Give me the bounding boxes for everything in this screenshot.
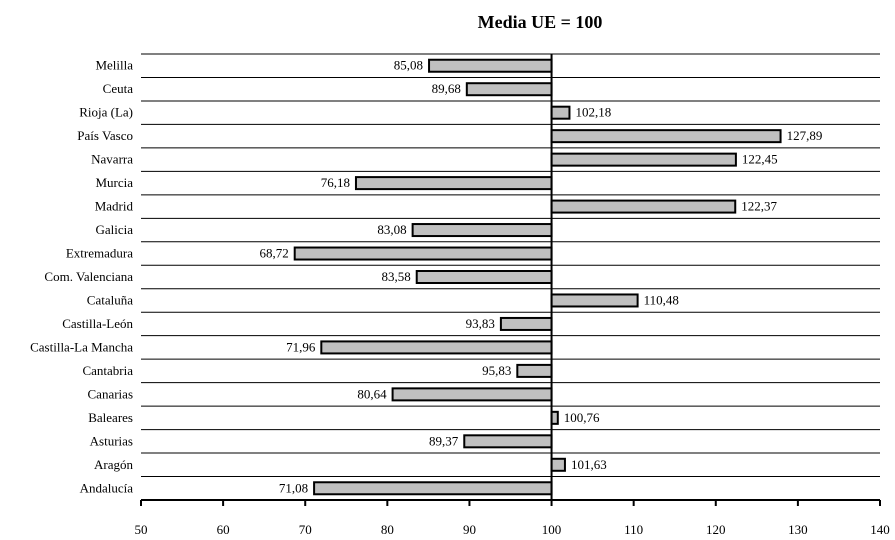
- category-label: Madrid: [95, 199, 134, 214]
- value-label: 122,37: [741, 199, 777, 214]
- x-tick-label: 120: [706, 522, 726, 537]
- x-tick-label: 80: [381, 522, 394, 537]
- bar: [550, 199, 737, 214]
- x-tick-label: 50: [135, 522, 148, 537]
- value-label: 80,64: [357, 386, 387, 401]
- value-label: 68,72: [259, 246, 288, 261]
- bar: [293, 246, 553, 261]
- value-label: 100,76: [564, 410, 600, 425]
- category-label: País Vasco: [77, 128, 133, 143]
- x-tick-label: 110: [624, 522, 643, 537]
- bar: [391, 387, 553, 402]
- category-label: Aragón: [94, 457, 133, 472]
- category-label: Navarra: [91, 152, 133, 167]
- labels: Melilla 85,08 Ceuta 89,68 Rioja (La) 102,18 Pa…: [30, 58, 890, 537]
- bar: [550, 152, 737, 167]
- bar: [463, 434, 553, 449]
- category-label: Galicia: [95, 222, 133, 237]
- category-label: Rioja (La): [79, 105, 133, 120]
- category-label: Canarias: [88, 386, 133, 401]
- value-label: 102,18: [575, 105, 611, 120]
- bar: [320, 340, 553, 355]
- category-label: Extremadura: [66, 246, 133, 261]
- axes: [140, 54, 881, 506]
- category-label: Asturias: [90, 433, 133, 448]
- value-label: 122,45: [742, 152, 778, 167]
- category-label: Cataluña: [87, 292, 133, 307]
- category-label: Castilla-La Mancha: [30, 339, 133, 354]
- bar: [415, 270, 553, 284]
- x-tick-label: 60: [217, 522, 230, 537]
- value-label: 110,48: [644, 292, 679, 307]
- bar: [354, 176, 553, 191]
- x-tick-label: 100: [542, 522, 562, 537]
- value-label: 89,37: [429, 433, 459, 448]
- category-label: Andalucía: [80, 480, 134, 495]
- category-label: Cantabria: [82, 363, 133, 378]
- value-label: 71,08: [279, 480, 308, 495]
- bar: [411, 223, 553, 238]
- category-label: Murcia: [95, 175, 133, 190]
- value-label: 76,18: [321, 175, 350, 190]
- bar: [465, 82, 553, 97]
- value-label: 93,83: [466, 316, 495, 331]
- bar: [516, 363, 553, 378]
- category-label: Ceuta: [103, 81, 134, 96]
- grid-lines: [141, 53, 880, 501]
- x-tick-label: 130: [788, 522, 808, 537]
- category-label: Baleares: [88, 410, 133, 425]
- value-label: 95,83: [482, 363, 511, 378]
- bar: [428, 58, 553, 73]
- value-label: 71,96: [286, 339, 316, 354]
- x-tick-label: 140: [870, 522, 890, 537]
- bar: [550, 105, 571, 120]
- bar: [313, 481, 553, 496]
- category-label: Castilla-León: [62, 316, 133, 331]
- bars: [293, 58, 782, 496]
- category-label: Com. Valenciana: [44, 269, 133, 284]
- bar: [550, 129, 782, 144]
- category-label: Melilla: [95, 58, 133, 73]
- bar: [550, 293, 639, 308]
- bar: [550, 457, 566, 472]
- x-tick-label: 90: [463, 522, 476, 537]
- value-label: 101,63: [571, 457, 607, 472]
- value-label: 127,89: [787, 128, 823, 143]
- x-tick-label: 70: [299, 522, 312, 537]
- chart-title: Media UE = 100: [478, 12, 603, 32]
- value-label: 83,08: [377, 222, 406, 237]
- value-label: 83,58: [381, 269, 410, 284]
- value-label: 89,68: [432, 81, 461, 96]
- bar: [499, 316, 553, 331]
- value-label: 85,08: [394, 58, 423, 73]
